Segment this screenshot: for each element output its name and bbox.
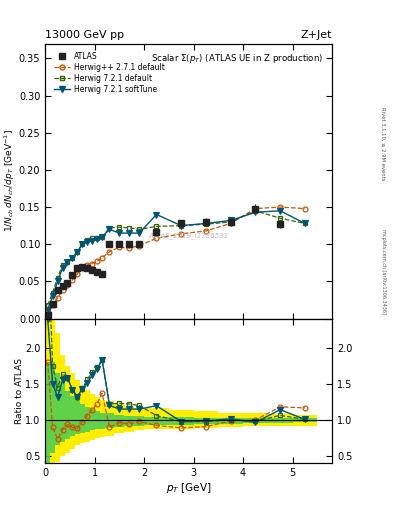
- Text: Scalar $\Sigma(p_T)$ (ATLAS UE in Z production): Scalar $\Sigma(p_T)$ (ATLAS UE in Z prod…: [151, 52, 323, 65]
- Text: Z+Jet: Z+Jet: [301, 30, 332, 40]
- Text: 13000 GeV pp: 13000 GeV pp: [45, 30, 124, 40]
- Text: Rivet 3.1.10, ≥ 2.9M events: Rivet 3.1.10, ≥ 2.9M events: [381, 106, 386, 180]
- X-axis label: $p_T$ [GeV]: $p_T$ [GeV]: [166, 481, 211, 495]
- Text: ATLAS_2019_I1736531: ATLAS_2019_I1736531: [149, 232, 229, 240]
- Legend: ATLAS, Herwig++ 2.7.1 default, Herwig 7.2.1 default, Herwig 7.2.1 softTune: ATLAS, Herwig++ 2.7.1 default, Herwig 7.…: [51, 50, 167, 96]
- Y-axis label: Ratio to ATLAS: Ratio to ATLAS: [15, 358, 24, 424]
- Y-axis label: $1/N_{ch}\,dN_{ch}/dp_T$ [GeV$^{-1}$]: $1/N_{ch}\,dN_{ch}/dp_T$ [GeV$^{-1}$]: [3, 130, 17, 232]
- Text: mcplots.cern.ch [arXiv:1306.3436]: mcplots.cern.ch [arXiv:1306.3436]: [381, 229, 386, 314]
